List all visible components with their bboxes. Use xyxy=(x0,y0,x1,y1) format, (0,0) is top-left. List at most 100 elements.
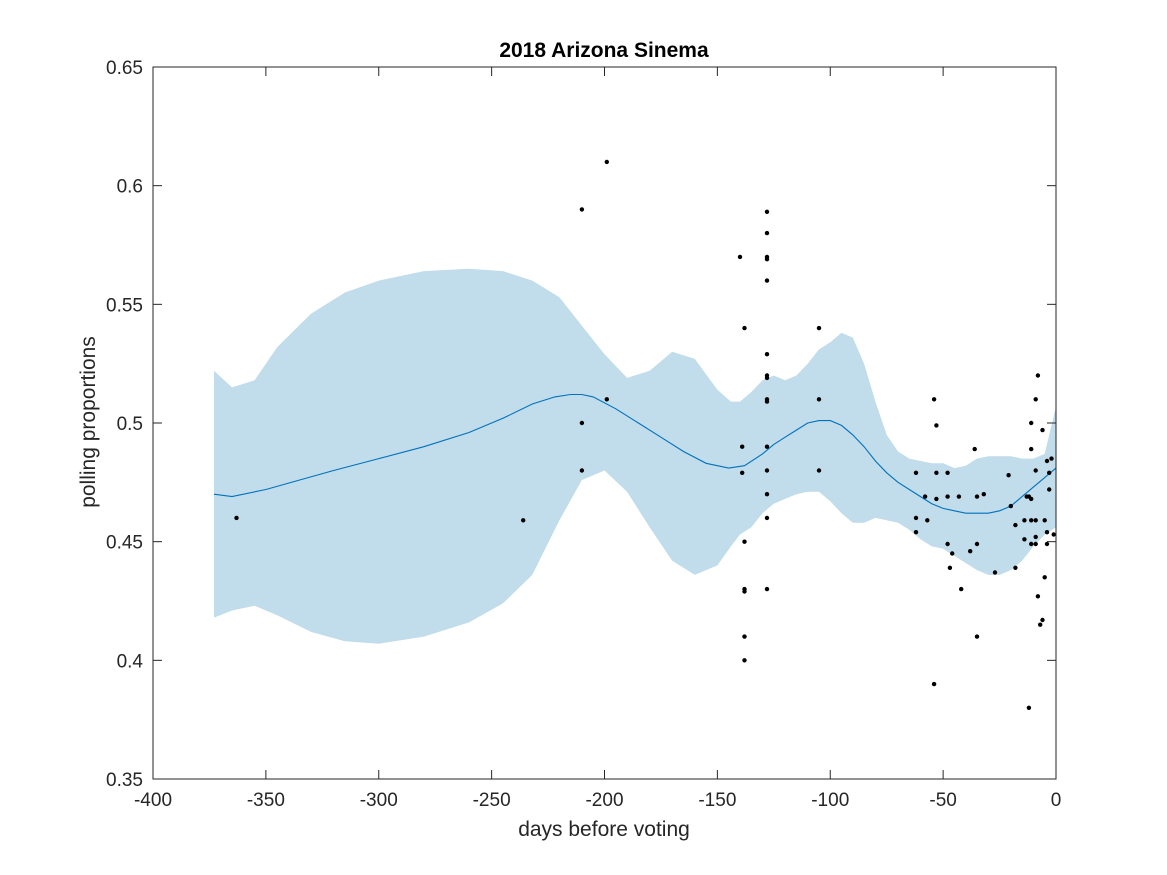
data-point xyxy=(1042,575,1047,580)
data-point xyxy=(1029,420,1034,426)
data-point xyxy=(947,565,953,570)
data-point xyxy=(764,492,770,497)
data-point xyxy=(1038,622,1043,627)
y-axis-label: polling proportions xyxy=(77,336,100,508)
data-point xyxy=(1044,458,1050,464)
data-point xyxy=(931,397,937,402)
data-point xyxy=(945,494,950,499)
data-point xyxy=(742,589,747,594)
data-point xyxy=(959,586,964,592)
data-point xyxy=(1029,518,1034,523)
data-point xyxy=(604,159,609,165)
data-point xyxy=(1029,496,1034,502)
y-tick-label: 0.35 xyxy=(106,770,143,791)
data-point xyxy=(945,541,950,547)
data-point xyxy=(1033,541,1038,547)
data-point xyxy=(913,470,919,475)
data-point xyxy=(1035,594,1041,599)
data-point xyxy=(1033,518,1038,523)
data-point xyxy=(913,530,919,535)
data-point xyxy=(1033,534,1038,540)
data-point xyxy=(992,570,998,575)
data-point xyxy=(764,230,770,236)
y-tick-label: 0.4 xyxy=(117,651,144,672)
data-point xyxy=(956,494,962,499)
y-tick-label: 0.55 xyxy=(106,295,143,316)
data-point xyxy=(1035,373,1041,378)
x-tick-label: -50 xyxy=(929,790,956,811)
data-point xyxy=(1022,537,1027,542)
data-point xyxy=(1013,522,1018,528)
data-point xyxy=(1042,518,1047,523)
trend-line xyxy=(213,393,1057,514)
data-point xyxy=(740,470,745,475)
y-tick-label: 0.6 xyxy=(117,177,143,198)
data-point xyxy=(945,470,950,475)
x-tick-label: -150 xyxy=(698,790,736,811)
data-point xyxy=(764,209,770,214)
data-point xyxy=(742,325,747,331)
data-point xyxy=(922,494,928,499)
data-point xyxy=(742,539,747,544)
x-tick-label: -400 xyxy=(134,790,172,811)
y-tick-label: 0.65 xyxy=(106,58,143,79)
data-point xyxy=(1040,427,1045,433)
data-point xyxy=(974,494,980,499)
data-point xyxy=(1049,456,1054,461)
data-point xyxy=(1006,473,1011,478)
data-point xyxy=(1029,541,1034,547)
x-tick-label: -250 xyxy=(473,790,511,811)
data-point xyxy=(934,470,939,475)
data-point xyxy=(1047,487,1052,492)
axes: -400 -350 -300 -250 -200 -150 -100 -50 0 0.35 0.4 0… xyxy=(106,58,1061,811)
x-tick-label: 0 xyxy=(1051,790,1062,811)
x-tick-label: -200 xyxy=(585,790,623,811)
data-point xyxy=(579,207,585,212)
confidence-band xyxy=(214,268,1056,644)
data-point xyxy=(974,634,980,639)
data-point xyxy=(579,420,585,426)
data-point xyxy=(764,586,770,592)
data-point xyxy=(764,375,770,381)
chart-title: 2018 Arizona Sinema xyxy=(499,39,709,62)
data-point xyxy=(1047,470,1052,475)
data-point xyxy=(968,549,973,554)
data-point xyxy=(764,515,770,521)
data-point xyxy=(764,444,770,449)
data-point xyxy=(764,278,770,283)
data-point xyxy=(740,444,745,449)
data-point xyxy=(931,681,937,687)
data-point xyxy=(950,551,955,556)
x-tick-label: -350 xyxy=(247,790,285,811)
data-point xyxy=(764,468,770,473)
plot-area xyxy=(213,159,1057,710)
data-point xyxy=(234,515,239,521)
data-point xyxy=(1029,446,1034,452)
data-point xyxy=(604,397,609,402)
data-point xyxy=(925,518,930,523)
data-point xyxy=(1040,617,1045,623)
data-point xyxy=(934,423,939,428)
data-point xyxy=(1008,503,1013,509)
data-point xyxy=(742,634,747,639)
x-axis-label: days before voting xyxy=(518,818,690,841)
data-point xyxy=(1044,541,1050,547)
data-point xyxy=(1022,518,1027,523)
data-point xyxy=(1051,532,1056,537)
data-point xyxy=(737,254,743,260)
data-point xyxy=(1026,705,1032,710)
x-tick-label: -100 xyxy=(811,790,849,811)
data-point xyxy=(934,496,939,502)
data-point xyxy=(1033,468,1038,473)
data-point xyxy=(816,325,822,331)
data-point xyxy=(742,658,747,663)
data-point xyxy=(1033,397,1038,402)
data-point xyxy=(974,541,980,547)
x-tick-label: -300 xyxy=(360,790,398,811)
data-point xyxy=(521,518,526,523)
data-point xyxy=(981,492,986,497)
data-point xyxy=(1044,530,1050,535)
data-point xyxy=(1013,565,1018,570)
data-point xyxy=(764,399,770,404)
